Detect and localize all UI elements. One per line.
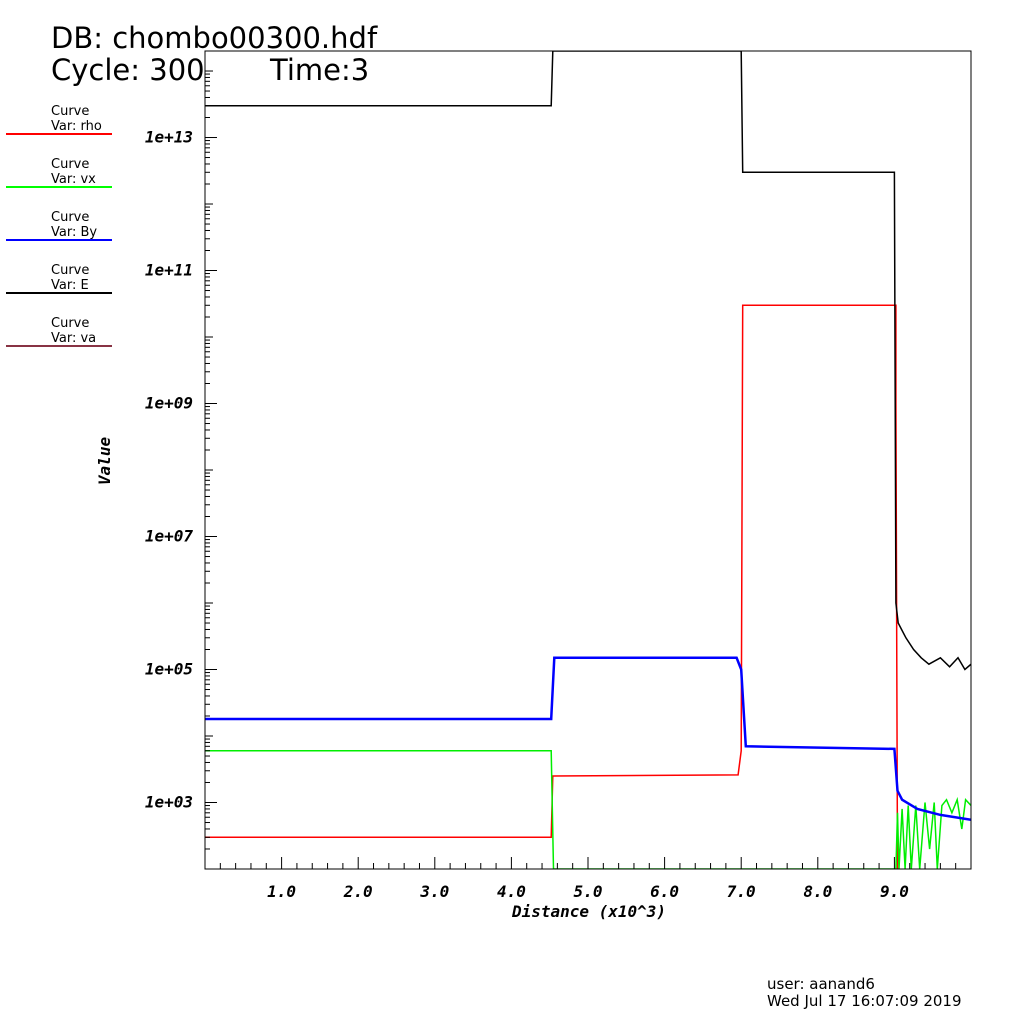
cycle-label: Cycle: 300 — [51, 53, 205, 87]
legend-swatch — [6, 345, 112, 347]
legend-curve-label: Curve — [51, 263, 90, 278]
series-line-vx — [205, 750, 971, 869]
series-line-by — [205, 656, 971, 822]
x-tick-label: 9.0 — [880, 882, 909, 901]
legend-swatch — [6, 239, 112, 241]
legend-var-label: Var: vx — [51, 172, 96, 187]
legend-item-e: Curve Var: E — [6, 263, 112, 316]
legend-var-label: Var: va — [51, 331, 97, 346]
series-line-e — [205, 51, 971, 671]
time-label: Time:3 — [270, 53, 370, 87]
x-tick-label: 2.0 — [343, 882, 373, 901]
x-axis-label: Distance (x10^3) — [511, 902, 666, 921]
y-tick-label: 1e+13 — [145, 128, 193, 147]
footer-timestamp: Wed Jul 17 16:07:09 2019 — [767, 992, 962, 1010]
axes-layer: 1.0 2.0 3.0 4.0 5.0 6.0 7.0 8.0 9.0 1e+03 1e+05 1e+… — [145, 50, 972, 901]
legend-swatch — [6, 186, 112, 188]
y-tick-label: 1e+11 — [145, 261, 193, 280]
x-tick-label: 4.0 — [497, 882, 526, 901]
legend-swatch — [6, 133, 112, 135]
legend-curve-label: Curve — [51, 316, 90, 331]
footer-user: user: aanand6 — [767, 975, 875, 993]
legend-var-label: Var: rho — [51, 119, 102, 134]
legend-curve-label: Curve — [51, 157, 90, 172]
legend-item-rho: Curve Var: rho — [6, 104, 112, 157]
x-tick-label: 6.0 — [650, 882, 679, 901]
legend-curve-label: Curve — [51, 210, 90, 225]
db-title: DB: chombo00300.hdf — [51, 21, 378, 55]
legend-var-label: Var: E — [51, 278, 89, 293]
legend-curve-label: Curve — [51, 104, 90, 119]
y-tick-label: 1e+03 — [145, 793, 193, 812]
x-tick-label: 8.0 — [803, 882, 832, 901]
legend-item-va: Curve Var: va — [6, 316, 112, 369]
series-line-rho — [205, 304, 899, 869]
legend: Curve Var: rho Curve Var: vx Curve Var: … — [6, 104, 112, 369]
x-tick-label: 3.0 — [419, 882, 449, 901]
legend-item-by: Curve Var: By — [6, 210, 112, 263]
y-tick-label: 1e+09 — [145, 394, 193, 413]
plot-frame — [204, 50, 972, 870]
y-axis-label: Value — [95, 437, 114, 486]
legend-var-label: Var: By — [51, 225, 98, 240]
x-tick-label: 5.0 — [574, 882, 603, 901]
curves-layer — [205, 51, 971, 869]
y-tick-label: 1e+05 — [145, 660, 193, 679]
x-tick-label: 7.0 — [727, 882, 756, 901]
x-tick-label: 1.0 — [267, 882, 296, 901]
legend-swatch — [6, 292, 112, 294]
y-tick-label: 1e+07 — [145, 527, 194, 546]
legend-item-vx: Curve Var: vx — [6, 157, 112, 210]
